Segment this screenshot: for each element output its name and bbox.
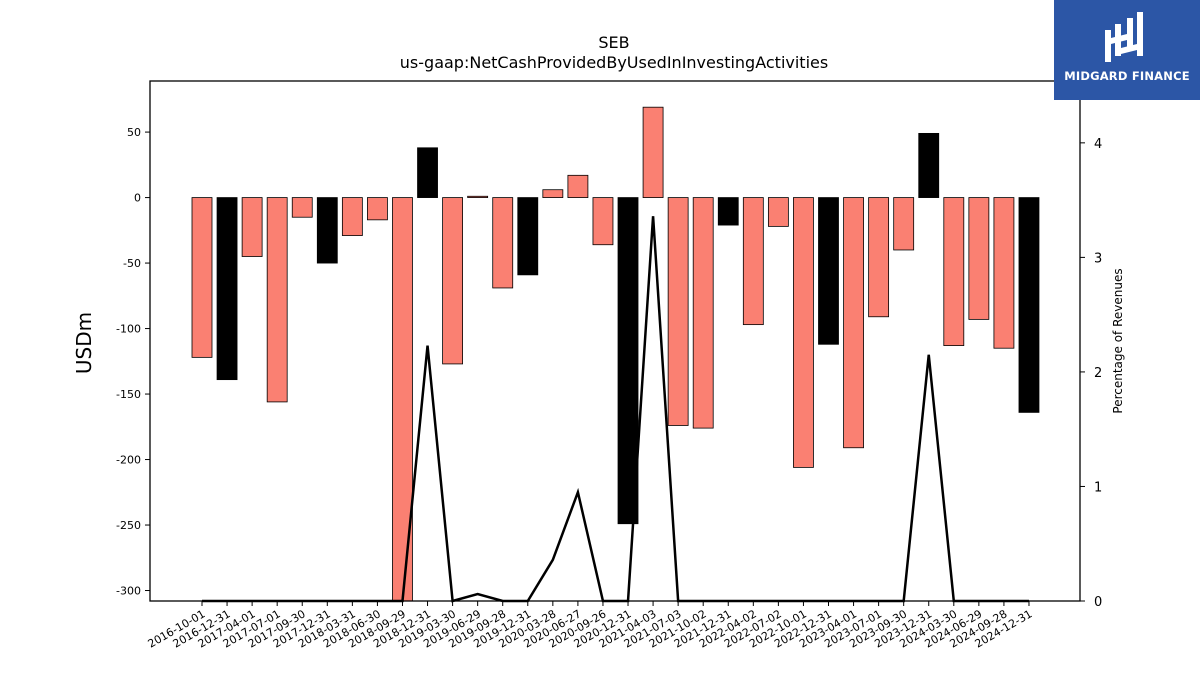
bar-2024-09-28 [993, 197, 1015, 349]
bar-2020-12-31 [617, 197, 639, 525]
bar-2018-06-30 [367, 197, 388, 221]
y-tick-label: -150 [116, 388, 141, 401]
bars-group [191, 106, 1040, 602]
bar-2022-04-02 [742, 197, 764, 326]
bar-2021-04-03 [642, 106, 664, 198]
bar-2023-12-31 [918, 132, 940, 198]
bar-2023-04-01 [843, 197, 864, 449]
bar-2022-12-31 [818, 197, 839, 345]
logo-text: MIDGARD FINANCE [1064, 69, 1190, 83]
bar-2024-06-29 [968, 197, 990, 320]
bar-2023-09-30 [893, 197, 915, 251]
x-axis-ticks: 2016-10-012016-12-312017-04-012017-07-01… [146, 601, 1034, 651]
y-tick-label: 0 [134, 192, 141, 205]
bar-2020-03-28 [542, 189, 564, 198]
bar-2024-03-30 [943, 197, 965, 346]
logo-icon [1105, 12, 1143, 62]
chart-subtitle: us-gaap:NetCashProvidedByUsedInInvesting… [400, 53, 828, 72]
bar-2019-09-28 [492, 197, 514, 289]
bar-2023-07-01 [868, 197, 890, 318]
bar-2021-10-02 [692, 197, 714, 429]
y2-axis-label: Percentage of Revenues [1111, 268, 1125, 413]
y2-axis-ticks: 0 1 2 3 4 [1080, 137, 1102, 610]
y-axis-label: USDm [72, 312, 96, 374]
y-axis-ticks: 50 0 -50 -100 -150 -200 -250 -300 [116, 126, 150, 598]
bar-2021-07-03 [667, 197, 689, 426]
y-tick-label: -100 [116, 323, 141, 336]
bar-2020-06-27 [567, 174, 589, 198]
y-tick-label: -300 [116, 585, 141, 598]
bar-2021-12-31 [717, 197, 739, 226]
bar-2016-10-01 [191, 197, 213, 358]
y2-tick-label: 0 [1094, 595, 1102, 610]
bar-2019-12-31 [517, 197, 539, 276]
bar-2022-10-01 [793, 197, 814, 468]
bar-2017-09-30 [291, 197, 313, 218]
y2-tick-label: 3 [1094, 251, 1102, 266]
bar-2019-03-30 [442, 197, 464, 365]
bar-2024-12-31 [1018, 197, 1040, 413]
y-tick-label: -50 [123, 257, 141, 270]
bar-2017-04-01 [241, 197, 263, 257]
bar-2017-12-31 [316, 197, 338, 264]
y-tick-label: -250 [116, 519, 141, 532]
bar-2018-12-31 [417, 147, 438, 198]
y-tick-label: -200 [116, 454, 141, 467]
y2-tick-label: 1 [1094, 480, 1102, 495]
y2-tick-label: 4 [1094, 137, 1102, 152]
bar-2016-12-31 [216, 197, 238, 381]
line-series [202, 216, 1029, 603]
bar-2019-06-29 [467, 195, 489, 198]
company-logo: MIDGARD FINANCE [1054, 0, 1200, 100]
line-group [202, 216, 1029, 603]
y-tick-label: 50 [127, 126, 141, 139]
plot-frame [149, 80, 1081, 602]
bar-2018-03-31 [341, 197, 363, 236]
bar-2020-09-26 [592, 197, 614, 246]
y2-tick-label: 2 [1094, 366, 1102, 381]
bar-2017-07-01 [266, 197, 288, 403]
chart-title: SEB [598, 33, 629, 52]
bar-2022-07-02 [767, 197, 789, 227]
